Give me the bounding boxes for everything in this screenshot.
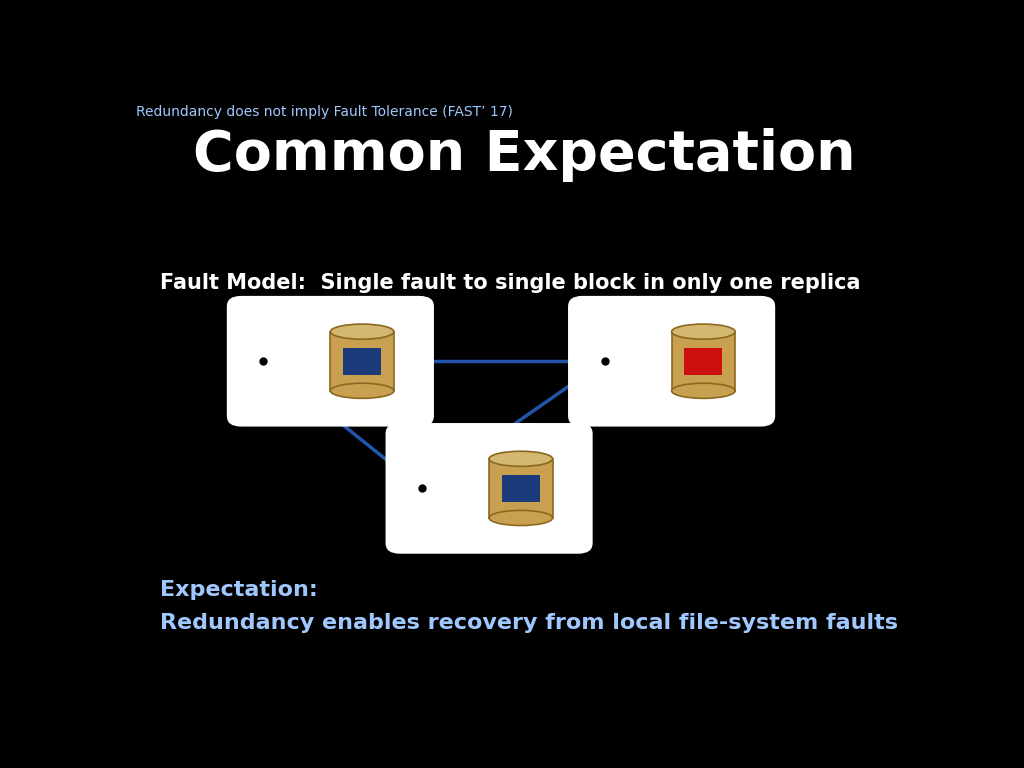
Ellipse shape [672,383,735,399]
Text: Redundancy enables recovery from local file-system faults: Redundancy enables recovery from local f… [160,613,898,633]
Ellipse shape [489,511,553,525]
Text: Common Expectation: Common Expectation [194,127,856,182]
Text: Fault Model:  Single fault to single block in only one replica: Fault Model: Single fault to single bloc… [160,273,860,293]
Text: Redundancy does not imply Fault Tolerance (FAST’ 17): Redundancy does not imply Fault Toleranc… [136,105,513,119]
Bar [502,475,540,502]
Bar [343,348,381,375]
Bar [331,332,394,391]
Ellipse shape [331,324,394,339]
FancyBboxPatch shape [385,423,593,554]
Bar [672,332,735,391]
FancyBboxPatch shape [226,296,434,426]
Bar [684,348,722,375]
FancyBboxPatch shape [568,296,775,426]
Ellipse shape [672,324,735,339]
Bar [489,458,553,518]
Text: Expectation:: Expectation: [160,580,317,600]
Ellipse shape [331,383,394,399]
Ellipse shape [489,452,553,466]
